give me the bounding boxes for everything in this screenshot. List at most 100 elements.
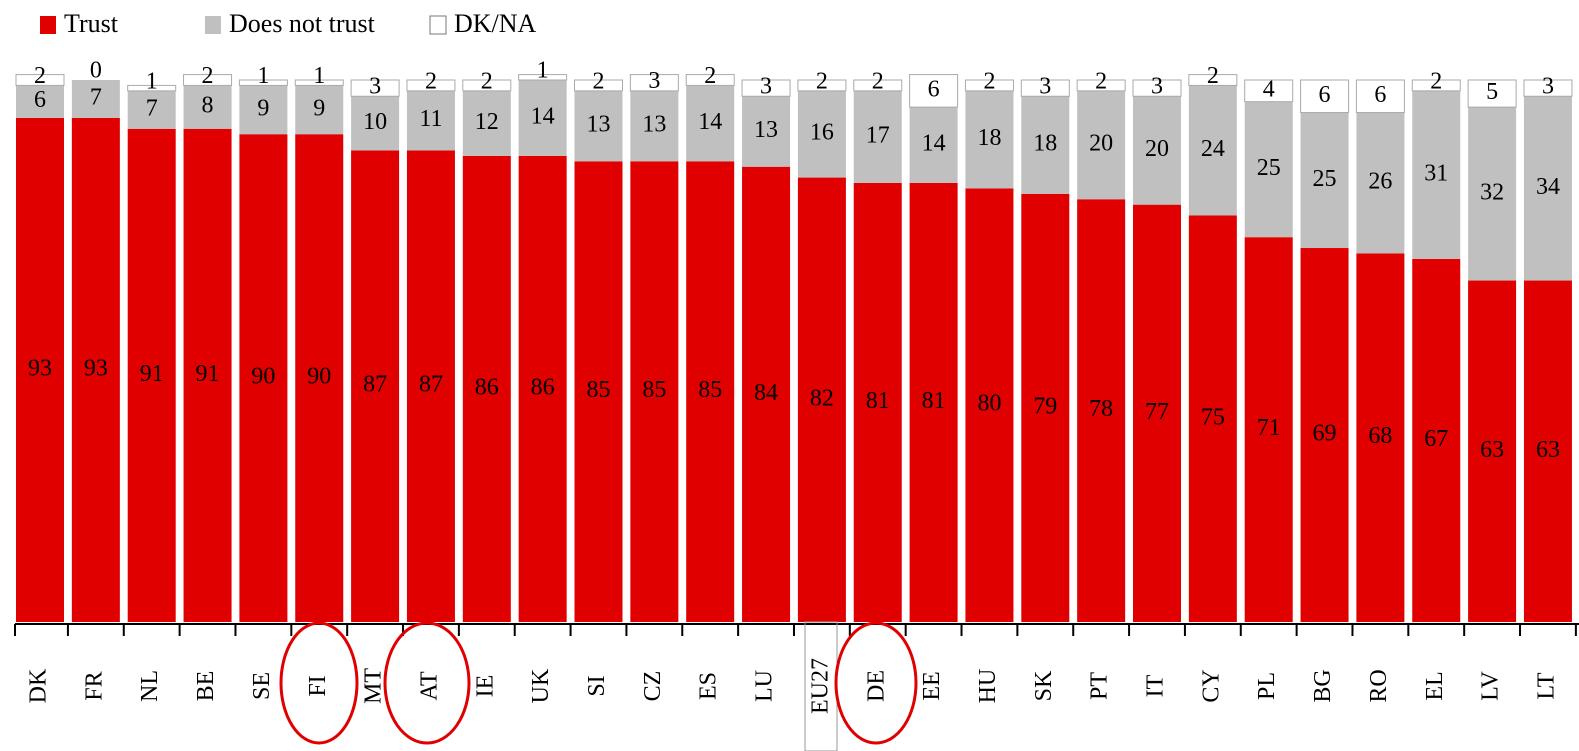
bar-segment <box>1021 193 1070 622</box>
value-label: 2 <box>816 68 828 94</box>
x-tick-label: BG <box>1310 669 1336 702</box>
bar-segment <box>295 134 344 622</box>
value-label: 1 <box>146 68 158 94</box>
value-label: 2 <box>481 68 493 94</box>
value-label: 2 <box>1430 68 1442 94</box>
x-tick-label: IT <box>1143 674 1169 697</box>
legend-swatch <box>40 16 56 34</box>
value-label: 2 <box>1095 68 1107 94</box>
value-label: 63 <box>1536 437 1560 463</box>
bar-segment <box>518 74 568 81</box>
value-label: 9 <box>313 95 325 121</box>
bar-segment <box>15 74 65 86</box>
bar-segment <box>965 90 1014 189</box>
bar-segment <box>1244 237 1293 622</box>
x-tick-label: SK <box>1031 670 1057 701</box>
value-label: 91 <box>196 361 220 387</box>
value-label: 81 <box>866 388 890 414</box>
value-label: 85 <box>587 377 611 403</box>
value-label: 17 <box>866 122 890 148</box>
bar-segment <box>295 85 344 135</box>
x-tick-label: CY <box>1198 669 1224 702</box>
bar-segment <box>629 74 679 92</box>
legend-swatch <box>205 16 221 34</box>
bar-segment <box>574 90 623 162</box>
value-label: 6 <box>1319 82 1331 108</box>
bar-segment <box>183 74 233 86</box>
bar-segment <box>1467 79 1517 108</box>
bar-segment <box>1468 280 1517 622</box>
legend: Trust Does not trust DK/NA <box>40 9 537 38</box>
value-label: 31 <box>1424 160 1448 186</box>
bar-segment <box>1132 79 1182 97</box>
value-label: 91 <box>140 361 164 387</box>
bars: 9362DK9370FR9171NL9182BE9091SE9091FI8710… <box>14 58 1577 714</box>
x-tick-label: DE <box>863 670 889 702</box>
value-label: 1 <box>313 63 325 89</box>
bar-segment <box>183 85 232 129</box>
bar-segment <box>1523 79 1573 97</box>
bar-segment <box>1355 79 1405 114</box>
value-label: 3 <box>1039 74 1051 100</box>
bar-segment <box>462 90 511 156</box>
value-label: 13 <box>754 117 778 143</box>
bar-segment <box>351 96 400 151</box>
value-label: 3 <box>1151 74 1163 100</box>
value-label: 3 <box>369 74 381 100</box>
bar-segment <box>1356 253 1405 622</box>
bar-segment <box>1523 280 1572 622</box>
bar-segment <box>1300 112 1349 249</box>
x-tick-label: CZ <box>640 671 666 702</box>
bar-segment <box>1411 79 1461 92</box>
value-label: 7 <box>90 84 102 110</box>
value-label: 86 <box>475 374 499 400</box>
bar-segment <box>965 188 1014 622</box>
bar-segment <box>350 79 400 97</box>
value-label: 79 <box>1033 393 1057 419</box>
bar-segment <box>1300 248 1349 622</box>
bar-segment <box>518 155 567 622</box>
value-label: 34 <box>1536 174 1560 200</box>
bar-segment <box>1188 85 1237 216</box>
bar-segment <box>71 117 120 622</box>
x-tick-label: IE <box>472 675 498 698</box>
bar-segment <box>127 84 177 92</box>
bar-segment <box>909 182 958 623</box>
legend-label: Trust <box>64 9 119 38</box>
bar-segment <box>518 80 567 156</box>
bar-segment <box>71 80 120 118</box>
x-tick-label: HU <box>975 669 1001 704</box>
bar-segment <box>574 79 623 92</box>
value-label: 12 <box>475 109 499 135</box>
bar-segment <box>16 117 64 622</box>
bar-segment <box>685 74 735 86</box>
bar-segment <box>853 182 902 623</box>
bar-segment <box>797 90 846 178</box>
bar-segment <box>1021 96 1070 194</box>
bar-segment <box>294 79 344 86</box>
bar-segment <box>1412 258 1461 622</box>
value-label: 6 <box>928 76 940 102</box>
legend-label: Does not trust <box>229 9 376 38</box>
x-tick-label: LU <box>752 670 778 702</box>
x-tick-label: EU27 <box>807 658 833 714</box>
value-label: 3 <box>760 74 772 100</box>
highlight-circle <box>383 621 471 745</box>
bar-segment <box>127 128 176 622</box>
value-label: 93 <box>84 355 108 381</box>
value-label: 80 <box>977 391 1001 417</box>
value-label: 5 <box>1486 79 1498 105</box>
bar-segment <box>853 90 902 183</box>
highlight-circle <box>279 621 359 745</box>
x-tick-label: LV <box>1478 670 1504 700</box>
bar-segment <box>1020 79 1070 97</box>
bar-segment <box>1188 215 1237 622</box>
value-label: 2 <box>983 68 995 94</box>
value-label: 93 <box>28 355 52 381</box>
bar-segment <box>406 150 455 622</box>
bar-segment <box>1133 96 1181 205</box>
bar-segment <box>238 79 288 86</box>
x-tick-label: MT <box>361 668 387 704</box>
value-label: 81 <box>922 388 946 414</box>
